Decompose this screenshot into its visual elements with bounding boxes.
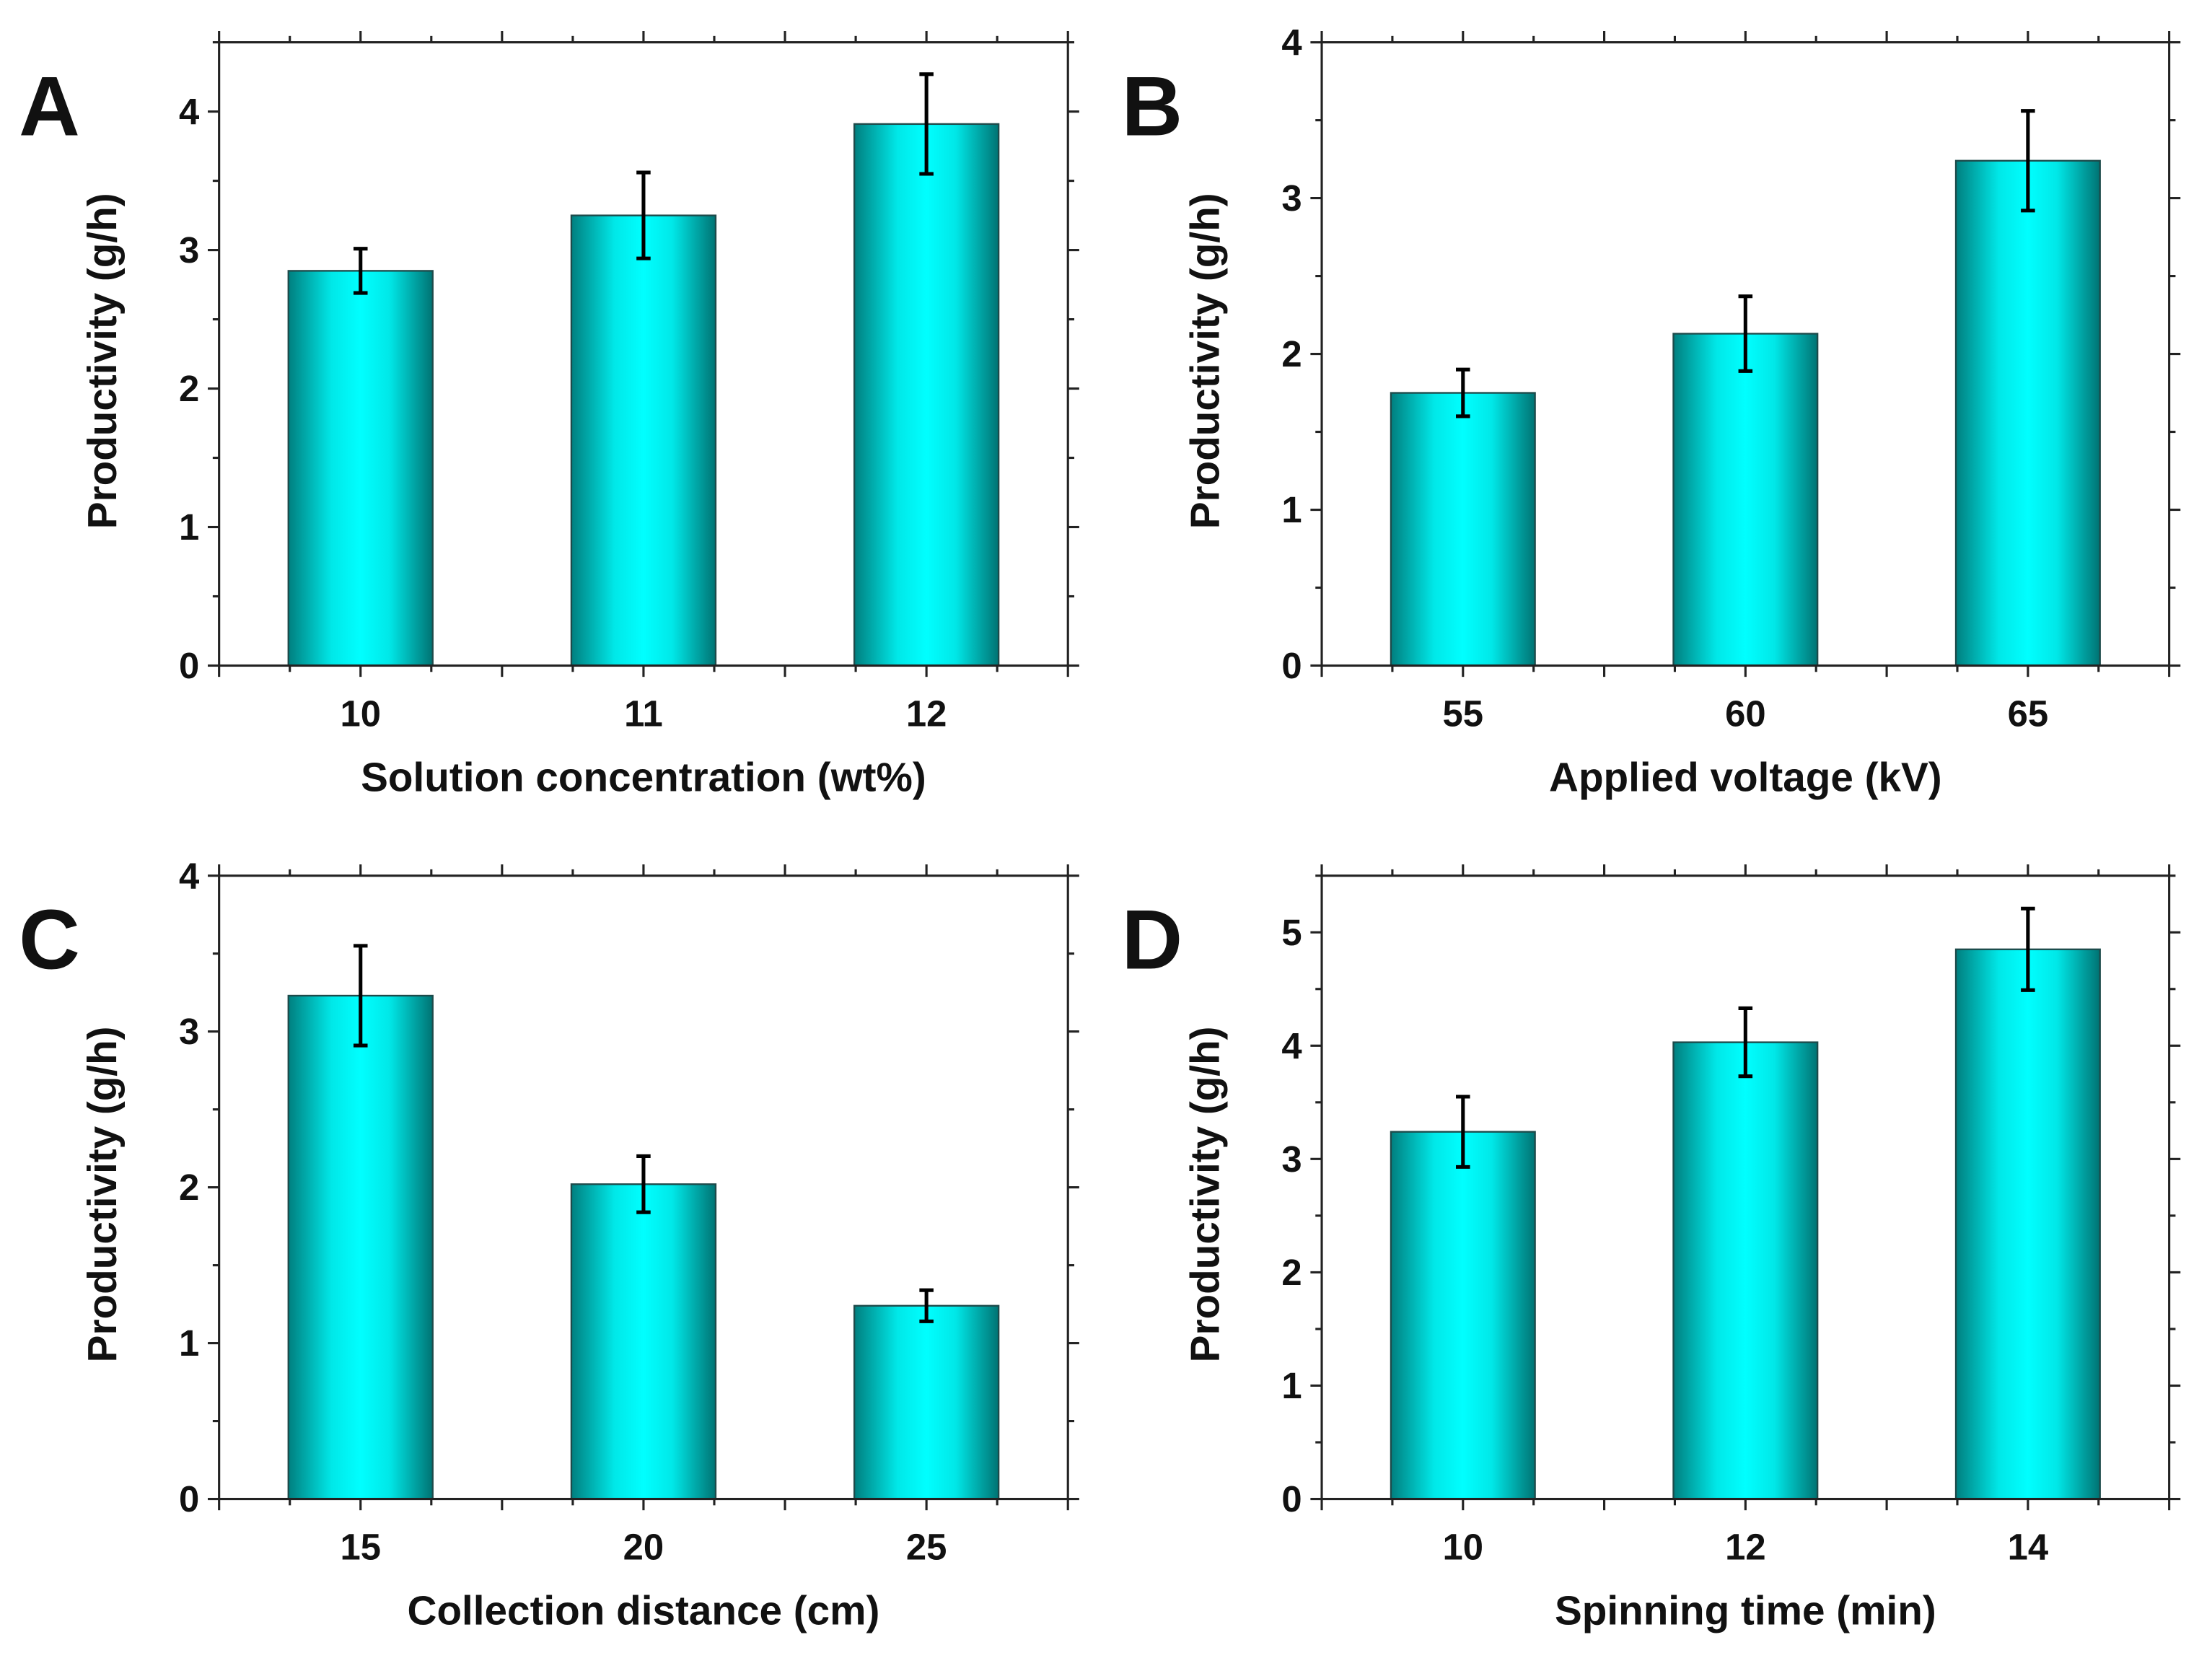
y-tick-label: 4 xyxy=(179,855,199,896)
x-tick-label: 25 xyxy=(906,1527,947,1568)
bar xyxy=(853,1304,1000,1500)
error-bar xyxy=(1456,1095,1470,1169)
panel-label: D xyxy=(1121,892,1182,987)
x-axis-title: Applied voltage (kV) xyxy=(1549,755,1942,800)
y-tick-label: 1 xyxy=(179,506,199,548)
y-tick-label: 3 xyxy=(179,229,199,271)
bar xyxy=(570,214,717,667)
panel-c: 0 1 2 3 4 15 20 25 Collection distance (cm) Produ… xyxy=(19,855,1079,1634)
y-axis-title: Productivity (g/h) xyxy=(1182,1026,1228,1362)
x-tick-label: 12 xyxy=(1725,1527,1766,1568)
bar xyxy=(287,270,434,667)
y-tick-label: 3 xyxy=(179,1011,199,1052)
bar xyxy=(1390,1131,1536,1500)
x-tick-label: 10 xyxy=(340,693,381,734)
bar xyxy=(570,1183,717,1500)
error-bar xyxy=(919,72,934,176)
bar xyxy=(1954,159,2101,667)
panel-label: B xyxy=(1121,59,1182,154)
error-bar xyxy=(919,1288,934,1323)
y-tick-label: 2 xyxy=(179,1167,199,1208)
error-bar xyxy=(1456,367,1470,418)
y-tick-label: 0 xyxy=(179,1478,199,1519)
x-tick-label: 20 xyxy=(623,1527,664,1568)
x-tick-label: 15 xyxy=(340,1527,381,1568)
y-axis-title: Productivity (g/h) xyxy=(80,193,126,529)
x-tick-label: 10 xyxy=(1443,1527,1484,1568)
panel-label: C xyxy=(19,892,80,987)
y-axis-title: Productivity (g/h) xyxy=(80,1026,126,1362)
error-bar xyxy=(1738,294,1753,373)
bar xyxy=(1672,1041,1819,1500)
x-axis-title: Collection distance (cm) xyxy=(408,1589,880,1634)
x-tick-label: 65 xyxy=(2008,693,2049,734)
bar xyxy=(1390,392,1536,667)
error-bar xyxy=(2021,109,2035,213)
y-tick-label: 2 xyxy=(1281,1252,1302,1293)
error-bar xyxy=(2021,906,2035,992)
x-tick-label: 60 xyxy=(1725,693,1766,734)
bar xyxy=(853,123,1000,667)
x-axis-title: Solution concentration (wt%) xyxy=(361,755,926,800)
bar xyxy=(1672,333,1819,667)
y-tick-label: 0 xyxy=(179,645,199,686)
y-tick-label: 4 xyxy=(179,91,199,132)
x-tick-label: 11 xyxy=(624,693,663,734)
x-tick-label: 12 xyxy=(906,693,947,734)
error-bar xyxy=(353,944,368,1048)
y-tick-label: 2 xyxy=(179,368,199,409)
y-tick-label: 0 xyxy=(1281,645,1302,686)
y-tick-label: 0 xyxy=(1281,1478,1302,1519)
error-bar xyxy=(636,1154,651,1214)
y-tick-label: 2 xyxy=(1281,333,1302,374)
y-tick-label: 3 xyxy=(1281,1139,1302,1180)
y-tick-label: 1 xyxy=(1281,489,1302,530)
y-tick-label: 3 xyxy=(1281,177,1302,219)
panel-label: A xyxy=(19,59,80,154)
x-axis-title: Spinning time (min) xyxy=(1555,1589,1936,1634)
bar xyxy=(287,994,434,1500)
bar xyxy=(1954,948,2101,1500)
y-tick-label: 4 xyxy=(1281,1025,1302,1066)
error-bar xyxy=(353,247,368,295)
x-tick-label: 55 xyxy=(1443,693,1484,734)
y-tick-label: 5 xyxy=(1281,912,1302,953)
x-tick-label: 14 xyxy=(2008,1527,2049,1568)
error-bar xyxy=(1738,1006,1753,1079)
y-tick-label: 4 xyxy=(1281,22,1302,63)
panel-b: 0 1 2 3 4 55 60 65 Applied voltage (kV) Productiv… xyxy=(1121,22,2181,800)
y-tick-label: 1 xyxy=(1281,1365,1302,1406)
y-axis-title: Productivity (g/h) xyxy=(1182,193,1228,529)
y-tick-label: 1 xyxy=(179,1323,199,1364)
error-bar xyxy=(636,170,651,260)
